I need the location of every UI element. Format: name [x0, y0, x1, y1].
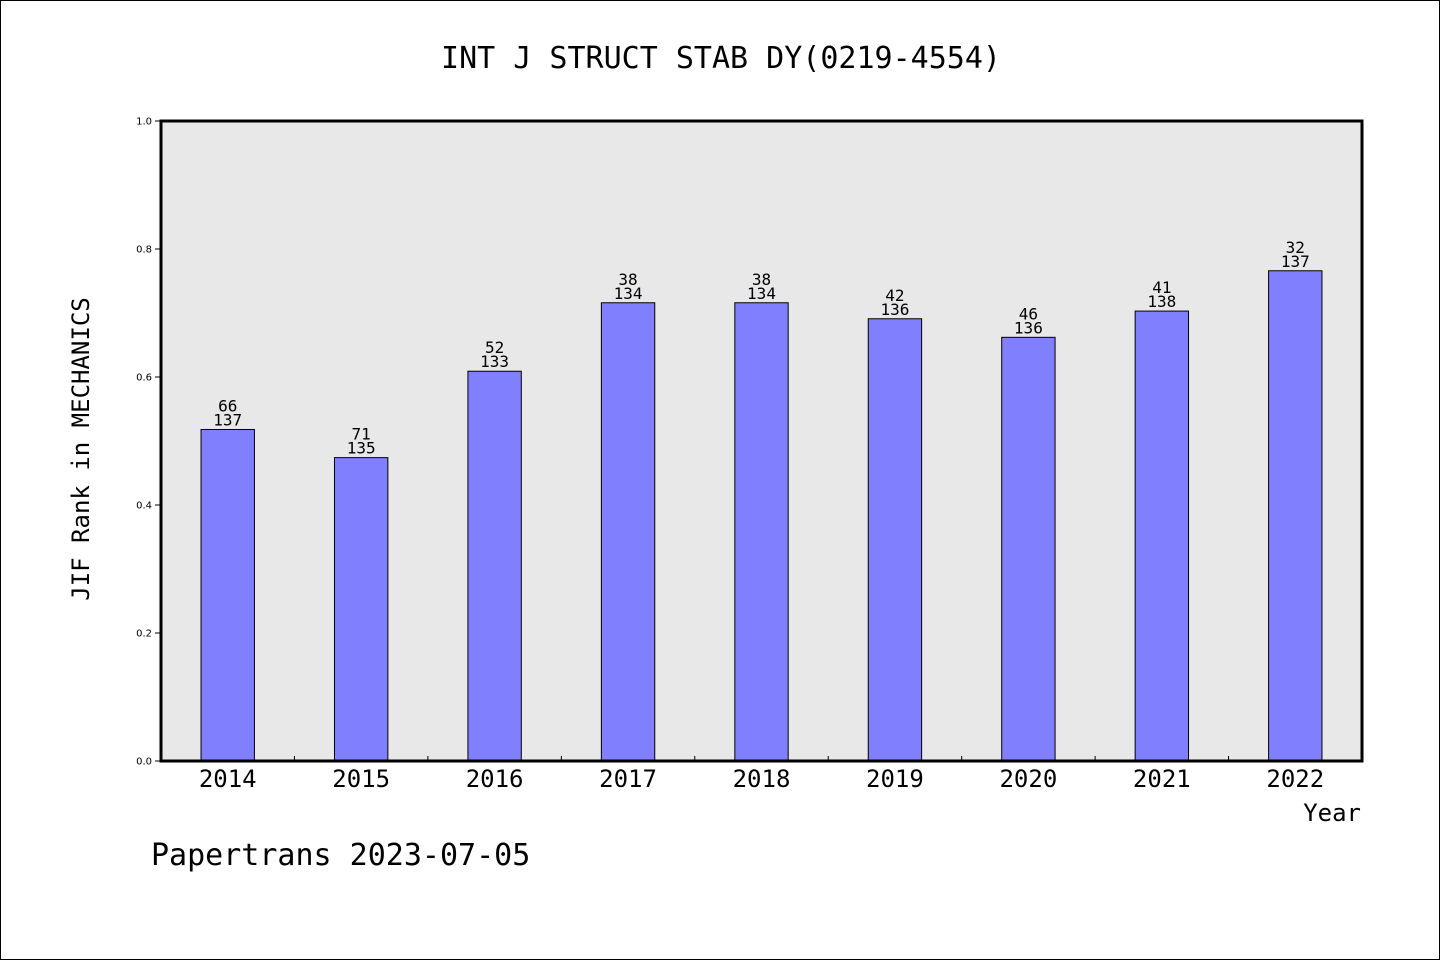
rank-label: 32	[1286, 238, 1305, 257]
x-tick-label: 2021	[1133, 765, 1191, 793]
bar-2021	[1134, 310, 1190, 762]
bar-2020	[1001, 336, 1056, 762]
rank-label: 52	[485, 338, 504, 357]
bar-2019	[867, 318, 923, 762]
x-tick-label: 2014	[199, 765, 257, 793]
y-tick-label: 1.0	[136, 117, 152, 128]
total-label: 136	[880, 300, 909, 319]
rank-label: 38	[618, 270, 637, 289]
total-label: 135	[347, 439, 376, 458]
rank-label: 38	[752, 270, 771, 289]
x-tick-labels: 2014 2015 2016 2017 2018 2019 2020 2021 2022	[199, 765, 1324, 793]
y-tick-label: 0.2	[136, 629, 152, 640]
total-label: 134	[747, 284, 776, 303]
rank-label: 46	[1019, 304, 1038, 323]
y-axis-label: JIF Rank in MECHANICS	[67, 297, 95, 600]
x-tick-label: 2022	[1266, 765, 1324, 793]
rank-label: 66	[218, 396, 237, 415]
total-label: 137	[1281, 252, 1310, 271]
rank-label: 41	[1152, 278, 1171, 297]
total-label: 136	[1014, 318, 1043, 337]
total-label: 133	[480, 352, 509, 371]
x-axis-label: Year	[1303, 799, 1361, 827]
y-tick-labels: 0.0 0.2 0.4 0.6 0.8 1.0	[136, 117, 152, 768]
rank-label: 71	[352, 425, 371, 444]
bar-2022	[1268, 270, 1323, 762]
bar-2016	[467, 370, 522, 762]
plot-border	[159, 119, 1364, 763]
bar-2018	[734, 302, 789, 762]
x-tick-label: 2016	[466, 765, 524, 793]
x-tick-label: 2018	[733, 765, 791, 793]
y-tick-label: 0.6	[136, 373, 152, 384]
chart-title: INT J STRUCT STAB DY(0219-4554)	[441, 41, 1001, 76]
y-tick-label: 0.0	[136, 757, 152, 768]
x-tick-label: 2019	[866, 765, 924, 793]
bars-group	[200, 270, 1323, 762]
total-label: 138	[1147, 292, 1176, 311]
y-tick-label: 0.8	[136, 245, 152, 256]
x-tick-label: 2015	[332, 765, 390, 793]
rank-label: 42	[885, 286, 904, 305]
x-tick-label: 2020	[999, 765, 1057, 793]
x-tick-label: 2017	[599, 765, 657, 793]
bar-2017	[600, 302, 656, 762]
bar-2014	[200, 428, 255, 762]
total-label: 137	[213, 410, 242, 429]
footer-credit: Papertrans 2023-07-05	[151, 838, 530, 873]
bar-2015	[333, 457, 389, 762]
y-tick-label: 0.4	[136, 501, 152, 512]
total-label: 134	[614, 284, 643, 303]
